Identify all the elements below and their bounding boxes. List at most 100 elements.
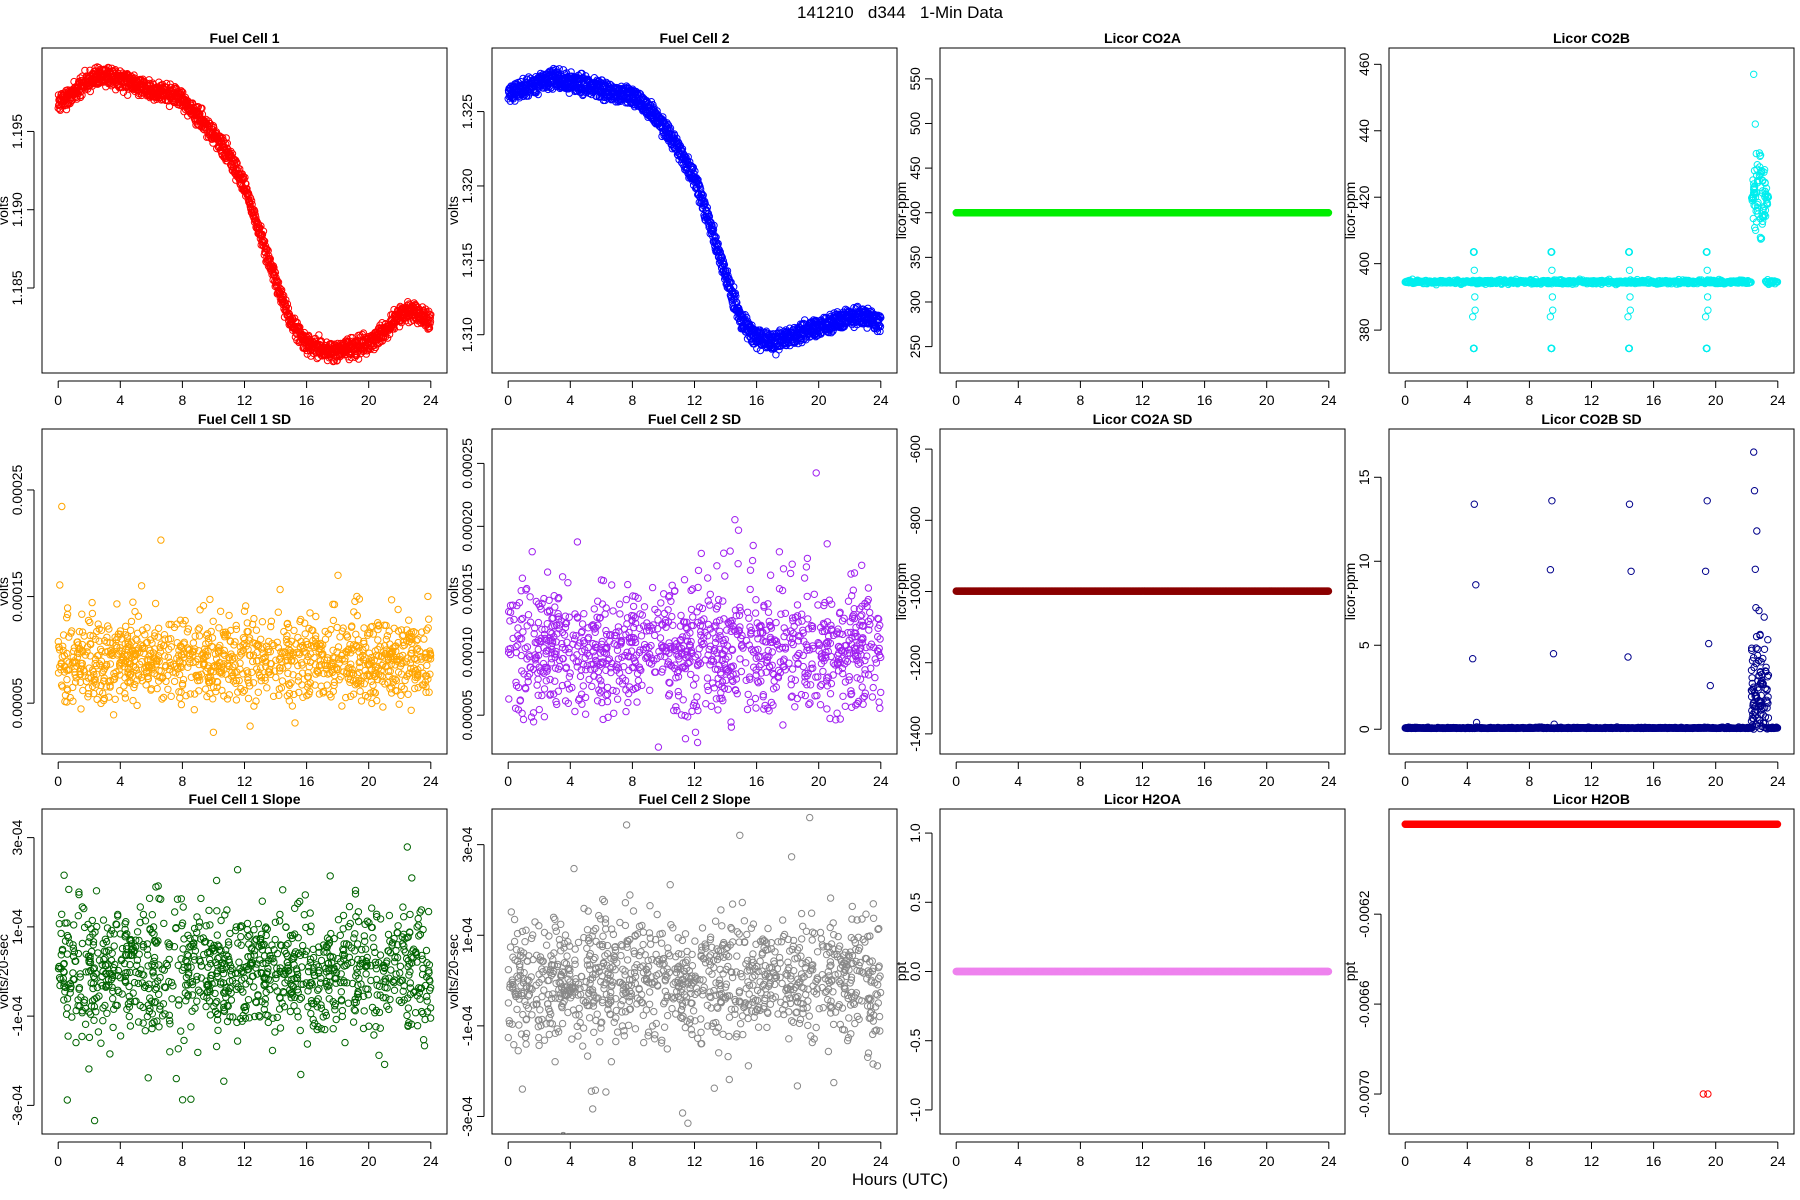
data-point (1324, 209, 1333, 217)
x-tick-label: 24 (1770, 392, 1786, 408)
data-point (282, 296, 290, 304)
data-point (723, 267, 732, 275)
y-tick-label: 500 (907, 112, 923, 136)
data-point (242, 180, 250, 188)
data-point (397, 318, 406, 327)
data-point (330, 357, 338, 365)
x-tick-label: 12 (1135, 392, 1151, 408)
y-tick-label: 0.00005 (9, 678, 25, 729)
data-point (692, 174, 701, 182)
data-point (531, 88, 540, 96)
data-point (1752, 188, 1761, 197)
data-point (1470, 344, 1478, 353)
data-point (134, 612, 143, 620)
data-point (1747, 278, 1755, 286)
data-point (743, 313, 751, 322)
data-series (54, 502, 435, 736)
data-point (1471, 293, 1479, 301)
data-point (708, 225, 717, 233)
data-series (54, 63, 435, 366)
data-point (148, 639, 156, 647)
data-point (129, 598, 137, 606)
data-point (731, 289, 739, 297)
x-tick-label: 24 (873, 392, 889, 408)
data-point (259, 227, 268, 235)
panel-title: Fuel Cell 2 (659, 30, 729, 46)
data-point (395, 700, 403, 708)
data-point (213, 677, 221, 686)
data-point (422, 682, 430, 691)
panel-0: Fuel Cell 10 4 8 12 16 20 241.1851.1901.195vol… (0, 30, 448, 408)
data-point (151, 645, 159, 653)
data-point (306, 609, 314, 617)
x-tick-label: 20 (1708, 392, 1724, 408)
x-tick-label: 8 (179, 392, 187, 408)
data-point (195, 687, 203, 695)
data-point (1469, 313, 1477, 321)
data-point (147, 685, 156, 693)
data-point (295, 322, 303, 331)
data-point (1701, 313, 1710, 321)
data-point (278, 290, 286, 298)
data-point (1548, 293, 1557, 301)
data-point (1625, 344, 1634, 353)
data-point (1764, 192, 1772, 200)
data-point (257, 664, 265, 672)
x-tick-label: 12 (1584, 392, 1600, 408)
data-point (78, 610, 86, 618)
data-point (84, 690, 93, 698)
x-axis: 0 4 8 12 16 20 24 (1401, 380, 1786, 408)
data-point (75, 627, 84, 636)
data-point (1761, 210, 1769, 219)
data-point (534, 90, 542, 99)
x-tick-label: 16 (749, 392, 765, 408)
x-tick-label: 0 (504, 392, 512, 408)
x-tick-label: 12 (237, 392, 253, 408)
data-point (283, 300, 292, 308)
x-axis: 0 4 8 12 16 20 24 (54, 380, 439, 408)
data-point (1703, 266, 1711, 274)
data-point (278, 677, 287, 685)
y-tick-label: 460 (1356, 52, 1372, 76)
data-point (105, 693, 113, 701)
y-axis-label: licor-ppm (893, 182, 909, 240)
data-point (403, 626, 411, 634)
data-point (153, 684, 161, 693)
data-point (649, 101, 657, 109)
data-point (329, 646, 337, 654)
data-point (232, 625, 241, 633)
data-point (158, 695, 166, 703)
x-tick-label: 0 (54, 392, 62, 408)
data-point (1471, 306, 1479, 314)
data-point (301, 619, 309, 627)
data-point (58, 502, 66, 511)
data-point (167, 692, 175, 700)
data-point (394, 605, 402, 614)
data-point (1751, 120, 1760, 128)
y-tick-label: 1.320 (459, 168, 475, 203)
data-point (725, 274, 733, 283)
x-tick-label: 24 (423, 392, 439, 408)
data-point (1773, 278, 1782, 286)
data-point (387, 596, 396, 604)
data-point (379, 703, 387, 711)
panel-title: Fuel Cell 1 SD (198, 411, 291, 427)
data-point (258, 618, 267, 626)
data-point (710, 221, 718, 230)
data-point (303, 691, 311, 700)
y-axis-label: volts (0, 577, 11, 606)
data-point (252, 213, 260, 222)
plot-frame (491, 47, 898, 374)
data-point (133, 701, 141, 710)
data-point (106, 80, 114, 88)
x-tick-label: 16 (299, 773, 315, 789)
data-point (385, 627, 393, 635)
x-axis: 0 4 8 12 16 20 24 (54, 761, 439, 789)
x-tick-label: 4 (1014, 392, 1022, 408)
data-point (339, 624, 347, 632)
data-point (1757, 234, 1766, 243)
